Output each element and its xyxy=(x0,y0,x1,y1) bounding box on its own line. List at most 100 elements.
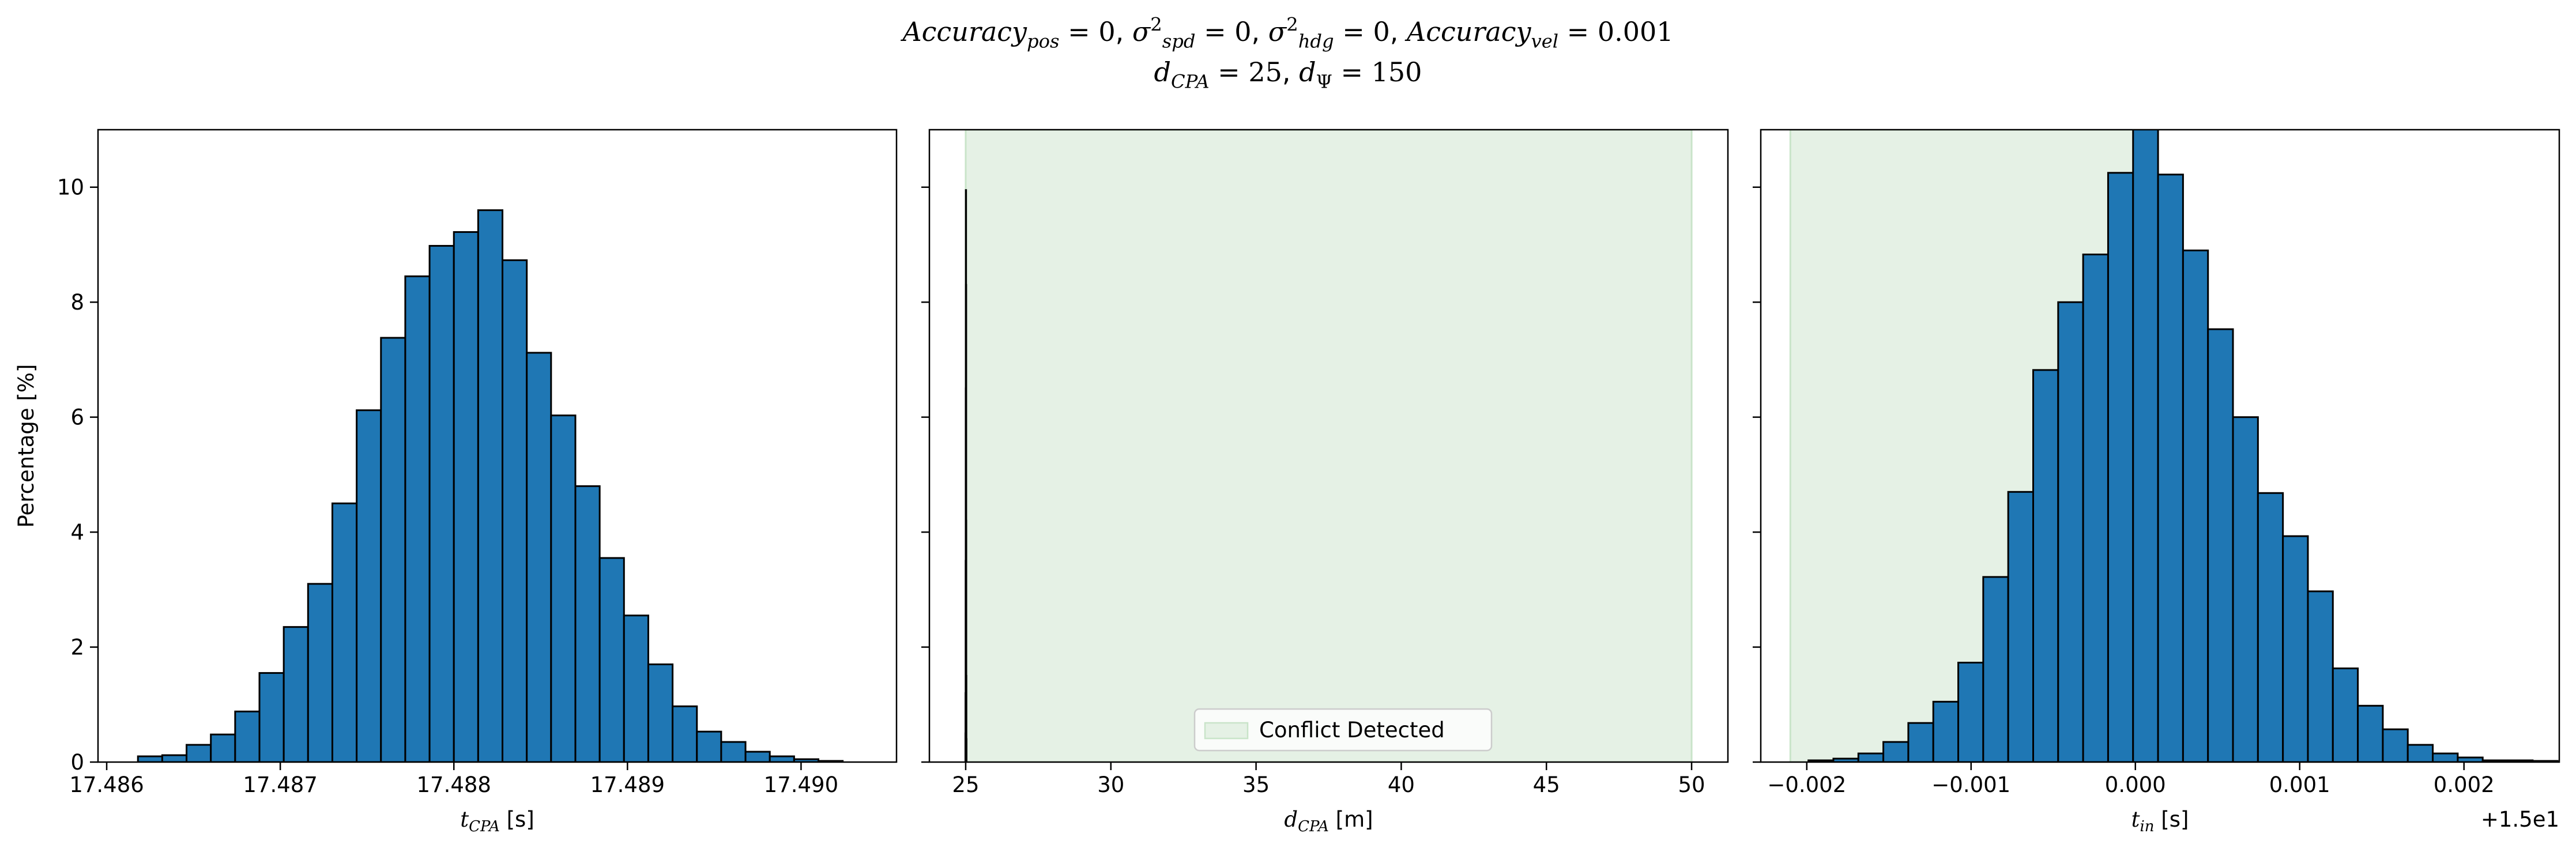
y-tick-label: 10 xyxy=(57,175,84,200)
histogram-bar xyxy=(965,738,967,762)
spd-subscript: spd xyxy=(1162,30,1196,52)
legend-swatch xyxy=(1204,722,1249,740)
panel-1: 17.486 17.487 17.488 17.489 17.490 0 2 4 6 8 10 tCP… xyxy=(14,129,898,835)
histogram-bar xyxy=(1932,700,1960,762)
y-tick-label: 6 xyxy=(70,405,84,430)
histogram-bar xyxy=(574,485,601,762)
x-offset-label: +1.5e1 xyxy=(2481,807,2559,832)
x-axis-label-subscript: in xyxy=(2140,818,2154,835)
plot-area-2 xyxy=(964,130,1693,762)
x-tick-label: 0.002 xyxy=(2434,772,2495,797)
histogram-bar xyxy=(1982,576,2009,762)
legend: Conflict Detected xyxy=(1193,708,1493,752)
histogram-bar xyxy=(258,672,285,762)
x-tick-label: 35 xyxy=(1242,772,1270,797)
histogram-bar xyxy=(477,209,504,762)
spd-superscript: 2 xyxy=(1150,13,1162,36)
histogram-bar xyxy=(720,741,747,762)
histogram-bar xyxy=(1857,752,1885,762)
x-tick-label: 17.488 xyxy=(416,772,491,797)
axes-frame-1 xyxy=(97,129,898,763)
panel-3: −0.002 −0.001 0.000 0.001 0.002 tin [s] +1.5e1 xyxy=(1753,129,2560,835)
x-axis-label: tCPA [s] xyxy=(460,807,534,835)
histogram-bar xyxy=(672,705,698,762)
histogram-bar xyxy=(2232,416,2259,762)
hdg-superscript: 2 xyxy=(1286,13,1298,36)
x-axis-label: dCPA [m] xyxy=(1284,807,1373,835)
x-tick-label: 17.487 xyxy=(243,772,317,797)
x-axis-label-unit: [m] xyxy=(1329,807,1373,832)
x-axis-label-symbol: t xyxy=(460,807,469,832)
conflict-region-2 xyxy=(965,130,1693,762)
x-axis-label-subscript: CPA xyxy=(1298,818,1329,835)
histogram-bar xyxy=(1907,722,1934,762)
histogram-bar xyxy=(2007,491,2034,762)
acc-vel-subscript: vel xyxy=(1531,30,1559,52)
x-tick-label: −0.002 xyxy=(1767,772,1846,797)
axes-frame-3 xyxy=(1760,129,2560,763)
axes-frame-2 xyxy=(928,129,1729,763)
histogram-bar xyxy=(1882,741,1910,762)
x-tick-label: 17.486 xyxy=(69,772,144,797)
plot-area-3 xyxy=(1789,130,2559,762)
dpsi-value: 150 xyxy=(1371,56,1422,88)
histogram-bar xyxy=(234,710,261,762)
dcpa-value: 25 xyxy=(1248,56,1282,88)
x-tick-label: 17.490 xyxy=(764,772,838,797)
plot-area-1 xyxy=(137,209,844,762)
histogram-bar xyxy=(137,755,163,762)
x-tick-label: 25 xyxy=(952,772,979,797)
histogram-bar xyxy=(2257,492,2284,762)
histogram-bar xyxy=(404,275,431,762)
histogram-bar xyxy=(210,733,236,762)
histogram-bar xyxy=(526,352,552,762)
spd-value: 0 xyxy=(1234,16,1252,47)
histogram-bar xyxy=(502,259,528,762)
histogram-bar xyxy=(2057,301,2084,762)
x-axis-label-symbol: t xyxy=(2131,807,2140,832)
histogram-bar xyxy=(1957,661,1984,762)
histogram-bar xyxy=(161,754,188,762)
histogram-bar xyxy=(453,231,479,762)
histogram-bar xyxy=(2282,535,2309,762)
histogram-bar xyxy=(769,755,795,762)
acc-pos-value: 0 xyxy=(1098,16,1116,47)
histogram-bar xyxy=(2357,704,2384,762)
x-tick-label: −0.001 xyxy=(1931,772,2010,797)
histogram-bar xyxy=(696,730,722,762)
histogram-bar xyxy=(356,409,382,762)
histogram-bar xyxy=(2332,667,2359,762)
panel-2: 25 30 35 40 45 50 dCPA [m] Conflict Detected xyxy=(921,129,1729,835)
y-axis-label: Percentage [%] xyxy=(14,364,39,528)
histogram-bar xyxy=(2082,253,2109,762)
dcpa-subscript: CPA xyxy=(1170,70,1210,93)
y-tick-label: 0 xyxy=(70,750,84,775)
histogram-bar xyxy=(380,337,406,762)
histogram-bar xyxy=(623,615,649,762)
histogram-bar xyxy=(2406,744,2434,762)
x-axis-label-unit: [s] xyxy=(2155,807,2189,832)
legend-label: Conflict Detected xyxy=(1259,718,1445,742)
histogram-bar xyxy=(186,744,212,762)
x-axis-label-subscript: CPA xyxy=(469,818,500,835)
histogram-bar xyxy=(2132,130,2159,762)
legend-box xyxy=(1193,708,1493,752)
y-tick-label: 2 xyxy=(70,635,84,660)
y-tick-label: 4 xyxy=(70,520,84,545)
histogram-bar xyxy=(331,502,358,762)
x-tick-label: 17.489 xyxy=(590,772,665,797)
acc-pos-subscript: pos xyxy=(1027,30,1060,52)
histogram-bar xyxy=(2182,249,2209,762)
x-axis-label-unit: [s] xyxy=(500,807,534,832)
y-tick-label: 8 xyxy=(70,290,84,315)
x-tick-label: 40 xyxy=(1388,772,1415,797)
histogram-bar xyxy=(2157,174,2184,762)
histogram-bar xyxy=(965,519,967,762)
histogram-bar xyxy=(428,244,455,762)
histogram-bar xyxy=(2382,728,2409,762)
x-tick-label: 50 xyxy=(1678,772,1705,797)
acc-vel-value: 0.001 xyxy=(1597,16,1674,47)
x-tick-label: 45 xyxy=(1533,772,1560,797)
histogram-bar xyxy=(598,557,625,762)
